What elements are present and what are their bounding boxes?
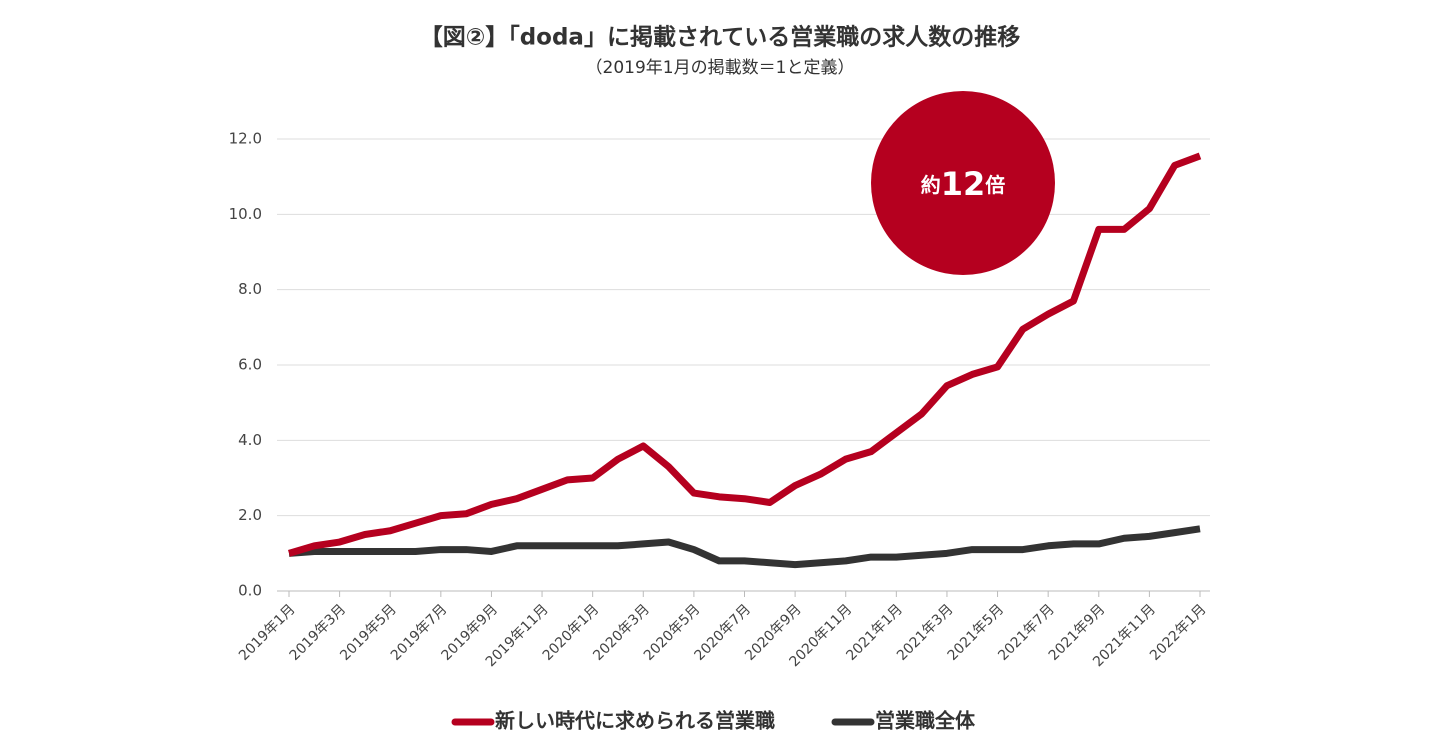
- legend-label: 新しい時代に求められる営業職: [495, 709, 775, 733]
- series-line: [288, 525, 1201, 569]
- y-tick-label: 4.0: [238, 431, 262, 449]
- annotation: 約12倍: [921, 165, 1006, 203]
- y-tick-label: 10.0: [229, 205, 262, 223]
- y-tick-label: 12.0: [229, 130, 262, 148]
- legend-label: 営業職全体: [875, 709, 976, 733]
- annotation-part: 倍: [985, 173, 1005, 197]
- annotation-part: 約: [921, 173, 941, 197]
- y-tick-label: 6.0: [238, 356, 262, 374]
- y-tick-label: 2.0: [238, 506, 262, 524]
- series-line: [288, 152, 1202, 557]
- chart-title: 【図②】「doda」に掲載されている営業職の求人数の推移: [420, 24, 1021, 51]
- annotation-part: 12: [941, 165, 986, 203]
- y-tick-label: 0.0: [238, 582, 262, 600]
- annotation-bubble: [871, 91, 1055, 275]
- chart-subtitle: （2019年1月の掲載数＝1と定義）: [586, 58, 855, 78]
- y-tick-label: 8.0: [238, 280, 262, 298]
